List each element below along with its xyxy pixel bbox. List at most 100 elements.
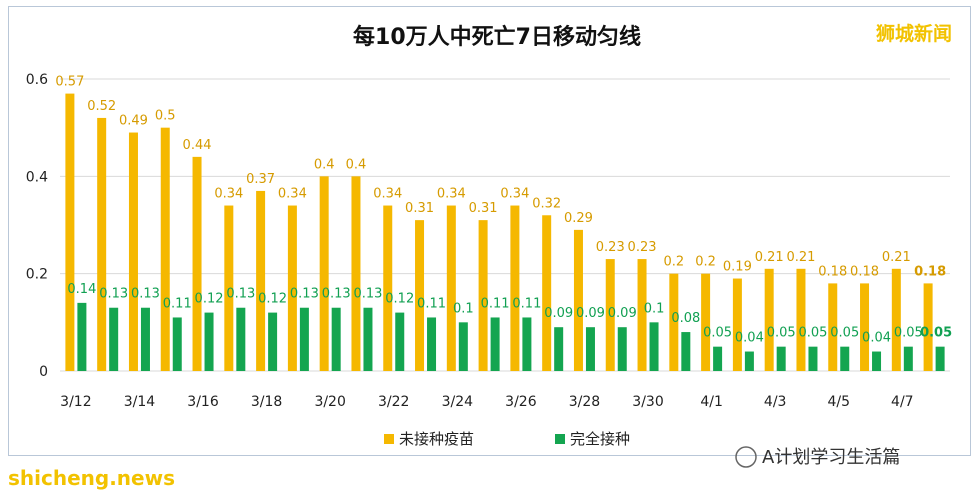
bar-vaccinated — [808, 346, 818, 371]
bar-unvaccinated — [128, 132, 138, 371]
bar-unvaccinated — [764, 268, 774, 371]
bar-vaccinated — [903, 346, 913, 371]
data-label-vaccinated: 0.05 — [830, 326, 859, 341]
wechat-icon — [735, 446, 757, 468]
bar-unvaccinated — [192, 156, 202, 371]
bar-unvaccinated — [860, 283, 870, 371]
x-tick-label: 3/28 — [569, 394, 600, 410]
data-label-unvaccinated: 0.31 — [469, 201, 498, 216]
bar-unvaccinated — [637, 259, 647, 371]
bar-unvaccinated — [65, 93, 75, 371]
data-label-unvaccinated: 0.34 — [373, 187, 402, 202]
data-label-unvaccinated: 0.23 — [596, 240, 625, 255]
legend-swatch-vaccinated — [555, 434, 565, 444]
data-label-vaccinated: 0.14 — [67, 282, 96, 297]
data-label-vaccinated: 0.1 — [453, 301, 474, 316]
bar-unvaccinated — [828, 283, 838, 371]
bar-unvaccinated — [287, 205, 297, 371]
data-label-vaccinated: 0.13 — [353, 287, 382, 302]
legend-swatch-unvaccinated — [384, 434, 394, 444]
x-tick-label: 3/12 — [60, 394, 91, 410]
x-tick-label: 3/30 — [632, 394, 663, 410]
data-label-unvaccinated: 0.2 — [695, 255, 716, 270]
y-tick-label: 0.2 — [26, 267, 48, 283]
data-label-unvaccinated: 0.34 — [500, 187, 529, 202]
data-label-vaccinated: 0.05 — [767, 326, 796, 341]
bar-vaccinated — [363, 307, 373, 371]
data-label-vaccinated: 0.09 — [576, 306, 605, 321]
data-label-unvaccinated: 0.34 — [214, 187, 243, 202]
data-label-vaccinated: 0.11 — [481, 296, 510, 311]
x-tick-label: 3/22 — [378, 394, 409, 410]
data-label-vaccinated: 0.04 — [735, 331, 764, 346]
data-label-vaccinated: 0.05 — [703, 326, 732, 341]
bar-unvaccinated — [510, 205, 520, 371]
data-label-vaccinated: 0.13 — [99, 287, 128, 302]
bar-unvaccinated — [542, 215, 552, 371]
data-label-vaccinated: 0.13 — [131, 287, 160, 302]
bar-unvaccinated — [256, 190, 266, 371]
bar-unvaccinated — [415, 220, 425, 371]
bar-vaccinated — [395, 312, 405, 371]
bar-vaccinated — [172, 317, 182, 371]
bar-unvaccinated — [605, 259, 615, 371]
bar-vaccinated — [554, 327, 564, 371]
bar-vaccinated — [649, 322, 659, 371]
bar-vaccinated — [140, 307, 150, 371]
bar-vaccinated — [585, 327, 595, 371]
data-label-unvaccinated: 0.31 — [405, 201, 434, 216]
x-tick-label: 3/20 — [314, 394, 345, 410]
data-label-vaccinated: 0.12 — [258, 292, 287, 307]
data-label-vaccinated: 0.11 — [163, 296, 192, 311]
legend-label-vaccinated: 完全接种 — [570, 430, 630, 448]
data-label-vaccinated: 0.12 — [195, 292, 224, 307]
bar-unvaccinated — [669, 273, 679, 371]
data-label-vaccinated: 0.04 — [862, 331, 891, 346]
bar-unvaccinated — [351, 176, 361, 371]
data-label-vaccinated: 0.13 — [290, 287, 319, 302]
bar-vaccinated — [299, 307, 309, 371]
bar-unvaccinated — [319, 176, 329, 371]
data-label-unvaccinated: 0.44 — [183, 138, 212, 153]
data-label-vaccinated: 0.08 — [671, 311, 700, 326]
bar-unvaccinated — [97, 117, 107, 371]
bar-vaccinated — [617, 327, 627, 371]
data-label-unvaccinated: 0.18 — [850, 264, 879, 279]
data-label-unvaccinated: 0.19 — [723, 260, 752, 275]
chart-title: 每10万人中死亡7日移动匀线 — [353, 24, 641, 50]
legend-label-unvaccinated: 未接种疫苗 — [399, 430, 474, 448]
data-label-unvaccinated: 0.21 — [786, 250, 815, 265]
data-labels: 0.570.140.520.130.490.130.50.110.440.120… — [55, 75, 952, 346]
y-axis: 0 0.2 0.4 0.6 — [26, 72, 48, 380]
x-tick-label: 3/14 — [124, 394, 156, 410]
bar-vaccinated — [268, 312, 278, 371]
bar-vaccinated — [204, 312, 214, 371]
bar-unvaccinated — [446, 205, 456, 371]
bar-unvaccinated — [923, 283, 933, 371]
footer-credit-text: A计划学习生活篇 — [762, 447, 900, 468]
bar-vaccinated — [681, 332, 691, 371]
data-label-unvaccinated: 0.4 — [314, 157, 335, 172]
data-label-unvaccinated: 0.18 — [818, 264, 847, 279]
data-label-vaccinated: 0.05 — [920, 326, 952, 341]
data-label-unvaccinated: 0.57 — [55, 75, 84, 90]
x-tick-label: 4/1 — [700, 394, 723, 410]
chart-border — [8, 6, 971, 456]
y-tick-label: 0.6 — [26, 72, 48, 88]
data-label-vaccinated: 0.09 — [544, 306, 573, 321]
data-label-unvaccinated: 0.4 — [346, 157, 367, 172]
data-label-unvaccinated: 0.32 — [532, 196, 561, 211]
bar-vaccinated — [490, 317, 500, 371]
x-tick-label: 4/7 — [891, 394, 914, 410]
bar-unvaccinated — [160, 127, 170, 372]
data-label-unvaccinated: 0.29 — [564, 211, 593, 226]
bar-vaccinated — [840, 346, 850, 371]
data-label-vaccinated: 0.11 — [417, 296, 446, 311]
data-label-vaccinated: 0.12 — [385, 292, 414, 307]
bar-unvaccinated — [573, 229, 583, 371]
data-label-unvaccinated: 0.21 — [882, 250, 911, 265]
y-tick-label: 0.4 — [26, 169, 48, 185]
bar-vaccinated — [776, 346, 786, 371]
